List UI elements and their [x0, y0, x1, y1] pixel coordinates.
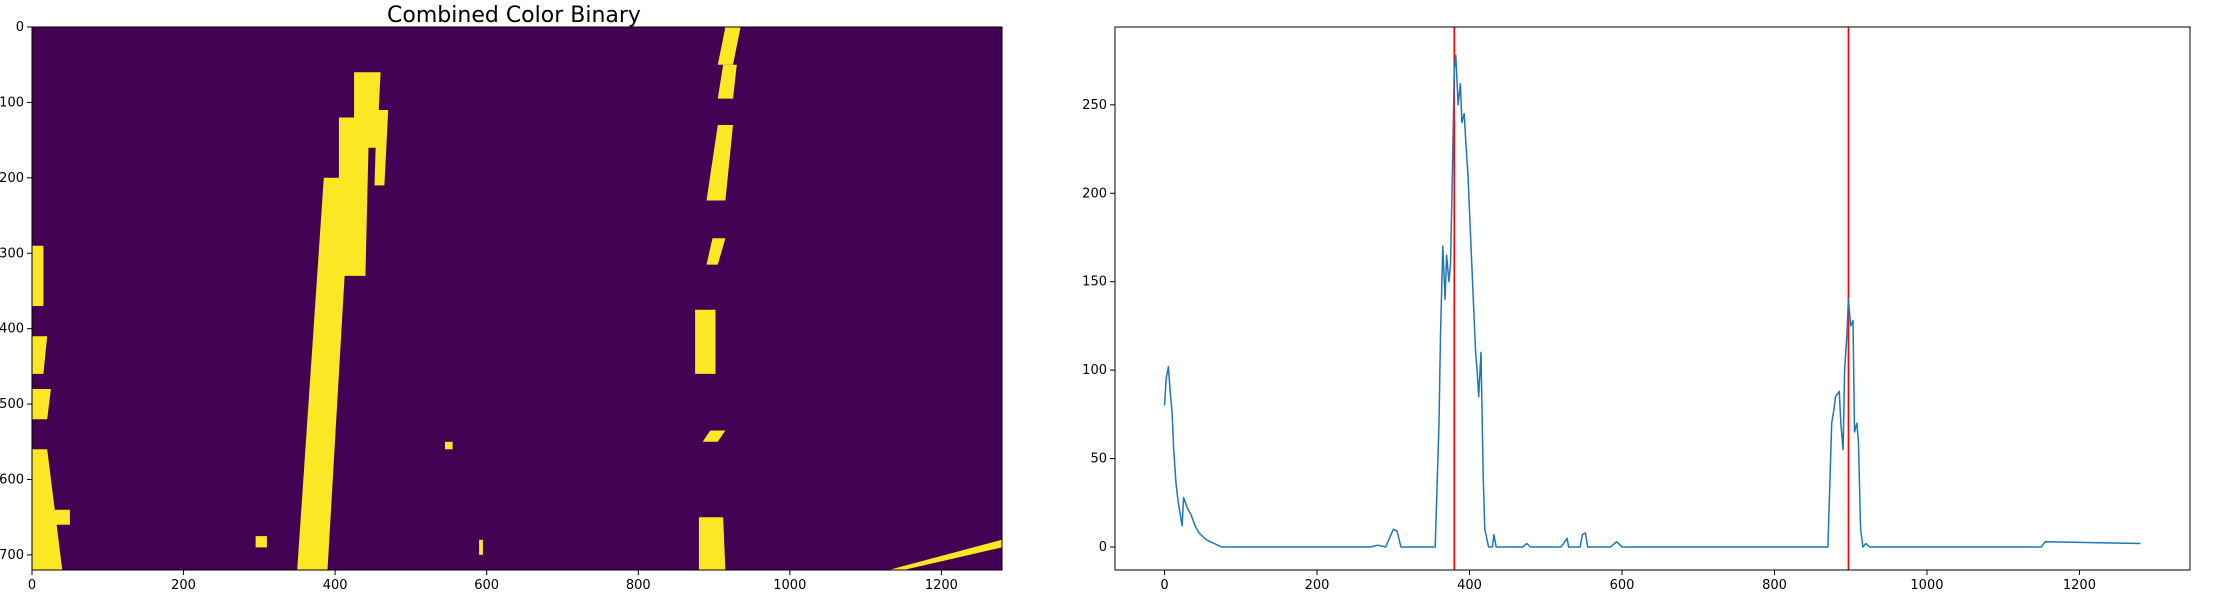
bright-region	[32, 336, 48, 374]
x-tick-label: 1200	[2063, 578, 2096, 593]
bright-region	[479, 539, 483, 555]
y-tick-label: 0	[1099, 540, 1107, 555]
chart-title: Combined Color Binary	[387, 3, 641, 28]
binary-image-panel: Combined Color Binary 0 200 400 600 800 1000 1…	[0, 3, 1003, 593]
bright-region	[338, 117, 370, 276]
y-tick-label: 700	[0, 548, 24, 563]
plot-frame	[1114, 26, 2191, 571]
x-tick-label: 800	[626, 578, 651, 593]
x-tick-label: 200	[1305, 578, 1330, 593]
x-tick-label: 400	[1457, 578, 1482, 593]
image-background	[32, 27, 1002, 570]
histogram-series	[1163, 54, 2141, 548]
bright-region	[702, 430, 726, 442]
y-axis-ticks: 0 50 100 150 200 250	[1082, 98, 1115, 555]
y-tick-label: 100	[0, 95, 24, 110]
y-tick-label: 200	[0, 171, 24, 186]
x-tick-label: 1000	[773, 578, 806, 593]
bright-pixel-regions	[32, 27, 1002, 571]
y-tick-label: 150	[1082, 275, 1107, 290]
y-tick-label: 300	[0, 246, 24, 261]
y-tick-label: 200	[1082, 186, 1107, 201]
bright-region	[32, 245, 44, 306]
x-axis-ticks: 0 200 400 600 800 1000 1200	[28, 570, 958, 593]
bright-region	[445, 441, 453, 450]
x-tick-label: 600	[1610, 578, 1635, 593]
bright-region	[695, 309, 716, 374]
y-axis-ticks: 0 100 200 300 400 500 600 700	[0, 20, 32, 563]
y-tick-label: 50	[1090, 452, 1107, 467]
x-tick-label: 200	[171, 578, 196, 593]
x-tick-label: 1200	[925, 578, 958, 593]
x-tick-label: 400	[323, 578, 348, 593]
y-tick-label: 100	[1082, 363, 1107, 378]
histogram-panel: 0 200 400 600 800 1000 1200 0 50 100 150 200 250	[1082, 26, 2191, 593]
bright-region	[706, 238, 726, 265]
y-tick-label: 500	[0, 397, 24, 412]
bright-region	[255, 536, 267, 548]
bright-region	[717, 64, 737, 99]
x-tick-label: 800	[1762, 578, 1787, 593]
bright-region	[374, 110, 389, 186]
bright-region	[297, 177, 351, 571]
x-tick-label: 0	[28, 578, 36, 593]
y-tick-label: 0	[16, 20, 24, 35]
x-axis-ticks: 0 200 400 600 800 1000 1200	[1160, 570, 2096, 593]
bright-region	[698, 517, 726, 570]
y-tick-label: 400	[0, 322, 24, 337]
y-tick-label: 600	[0, 473, 24, 488]
x-tick-label: 1000	[1910, 578, 1943, 593]
histogram-line	[1163, 54, 2141, 548]
plot-area	[1115, 27, 2190, 570]
image-frame	[31, 26, 1003, 571]
bright-region	[32, 449, 63, 570]
x-tick-label: 600	[474, 578, 499, 593]
bright-region	[888, 539, 1002, 570]
bright-region	[354, 72, 381, 148]
bright-region	[32, 389, 51, 420]
x-tick-label: 0	[1160, 578, 1168, 593]
peak-markers	[1453, 27, 1850, 570]
bright-region	[706, 125, 733, 201]
bright-region	[47, 509, 70, 525]
y-tick-label: 250	[1082, 98, 1107, 113]
bright-region	[717, 27, 741, 65]
